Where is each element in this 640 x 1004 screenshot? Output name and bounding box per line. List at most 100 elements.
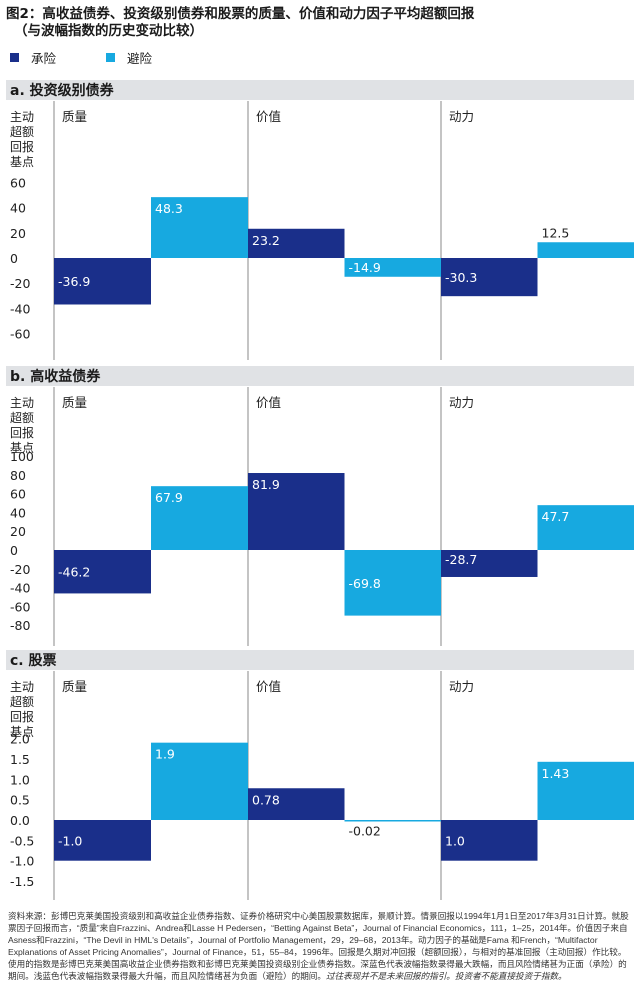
y-tick-label: -0.5 <box>10 833 34 848</box>
data-label: -28.7 <box>445 552 477 567</box>
ig-bar-risk-off <box>151 197 248 258</box>
y-tick-label: -60 <box>10 599 30 614</box>
y-tick-label: 2.0 <box>10 732 30 747</box>
data-label: 0.78 <box>252 792 280 807</box>
data-label: 1.43 <box>542 766 570 781</box>
y-axis-label: 超额 <box>10 124 34 139</box>
y-tick-label: 100 <box>10 449 34 464</box>
y-tick-label: 20 <box>10 524 26 539</box>
y-tick-label: -60 <box>10 327 30 342</box>
data-label: -36.9 <box>58 274 90 289</box>
y-tick-label: 1.5 <box>10 752 30 767</box>
y-tick-label: -40 <box>10 301 30 316</box>
data-label: 48.3 <box>155 201 183 216</box>
y-axis-label: 回报 <box>10 425 34 440</box>
y-tick-label: -80 <box>10 618 30 633</box>
panel-title: b. 高收益债券 <box>10 368 101 385</box>
footnote-text: 资料来源：彭博巴克莱美国投资级别和高收益企业债券指数、证券价格研究中心美国股票数… <box>8 911 629 981</box>
eq-bar-risk-on <box>248 788 345 820</box>
group-label: 动力 <box>449 109 474 124</box>
group-label: 价值 <box>256 395 281 410</box>
panel-title: c. 股票 <box>10 653 57 669</box>
y-tick-label: 0 <box>10 543 18 558</box>
legend-label-risk-off: 避险 <box>127 51 153 66</box>
y-tick-label: 80 <box>10 468 26 483</box>
eq-bar-risk-on <box>441 820 538 861</box>
hy-bar-risk-off <box>151 486 248 550</box>
y-tick-label: 1.0 <box>10 772 30 787</box>
y-axis-label: 主动 <box>10 680 34 694</box>
panel-investment-grade: a. 投资级别债券 主动 超额 回报 基点 60 40 20 0 -20 -40 -60 质量 价值 动力 -… <box>0 78 640 360</box>
hy-bar-risk-on <box>54 550 151 594</box>
y-axis-label: 超额 <box>10 694 34 709</box>
hy-bar-risk-on <box>248 473 345 550</box>
y-tick-label: -40 <box>10 581 30 596</box>
eq-bar-risk-off <box>344 820 441 822</box>
data-label: 1.9 <box>155 747 175 762</box>
legend: 承险 避险 <box>10 48 202 67</box>
data-label: -0.02 <box>349 824 381 839</box>
group-label: 质量 <box>62 395 87 410</box>
footnote: 资料来源：彭博巴克莱美国投资级别和高收益企业债券指数、证券价格研究中心美国股票数… <box>8 910 634 982</box>
figure-header: 图2：高收益债券、投资级别债券和股票的质量、价值和动力因子平均超额回报 （与波幅… <box>0 0 640 78</box>
panel-high-yield: b. 高收益债券 主动 超额 回报 基点 100 80 60 40 20 0 -20 -40 -60 -80… <box>0 364 640 646</box>
legend-swatch-risk-on <box>10 53 19 62</box>
y-tick-label: 0 <box>10 251 18 266</box>
hy-bar-risk-on <box>441 550 538 577</box>
data-label: -46.2 <box>58 565 90 580</box>
data-label: 47.7 <box>542 509 570 524</box>
ig-bar-risk-on <box>54 258 151 305</box>
y-axis-label: 基点 <box>10 725 34 739</box>
data-label: -30.3 <box>445 270 477 285</box>
y-tick-label: 60 <box>10 487 26 502</box>
group-label: 动力 <box>449 679 474 694</box>
group-label: 质量 <box>62 109 87 124</box>
y-axis-label: 基点 <box>10 155 34 169</box>
group-label: 质量 <box>62 679 87 694</box>
group-label: 动力 <box>449 395 474 410</box>
data-label: 67.9 <box>155 490 183 505</box>
panel-title: a. 投资级别债券 <box>10 82 115 99</box>
y-axis-label: 回报 <box>10 139 34 154</box>
legend-swatch-risk-off <box>106 53 116 62</box>
panel-header-bg <box>6 650 634 670</box>
data-label: 1.0 <box>445 833 465 848</box>
figure-title: 图2：高收益债券、投资级别债券和股票的质量、价值和动力因子平均超额回报 <box>6 6 475 22</box>
y-tick-label: 0.0 <box>10 813 30 828</box>
panel-equities: c. 股票主动 超额 回报 基点 2.0 1.5 1.0 0.5 0.0 -0.5 -1.0 -1.5… <box>0 648 640 900</box>
group-label: 价值 <box>256 679 281 694</box>
data-label: 81.9 <box>252 477 280 492</box>
y-axis-label: 基点 <box>10 441 34 455</box>
ig-bar-risk-on <box>441 258 538 297</box>
hy-bar-risk-off <box>344 550 441 616</box>
data-label: 12.5 <box>542 225 570 240</box>
y-tick-label: -20 <box>10 562 30 577</box>
hy-bar-risk-off <box>537 505 634 550</box>
ig-bar-risk-on <box>248 228 345 258</box>
y-axis-label: 回报 <box>10 709 34 724</box>
y-axis-label: 主动 <box>10 110 34 124</box>
y-tick-label: 20 <box>10 226 26 241</box>
y-axis-label: 超额 <box>10 410 34 425</box>
data-label: 23.2 <box>252 233 280 248</box>
data-label: -69.8 <box>349 576 381 591</box>
y-tick-label: 60 <box>10 175 26 190</box>
y-tick-label: 40 <box>10 505 26 520</box>
y-tick-label: -20 <box>10 276 30 291</box>
y-tick-label: -1.0 <box>10 854 34 869</box>
eq-bar-risk-off <box>537 761 634 820</box>
panel-header-bg <box>6 80 634 100</box>
data-label: -1.0 <box>58 833 82 848</box>
eq-bar-risk-on <box>54 820 151 861</box>
footnote-disclaimer: 过往表现并不是未来回报的指引。投资者不能直接投资于指数。 <box>325 971 567 981</box>
y-axis-label: 主动 <box>10 396 34 410</box>
y-tick-label: -1.5 <box>10 874 34 889</box>
panel-header-bg <box>6 366 634 386</box>
y-tick-label: 40 <box>10 201 26 216</box>
ig-bar-risk-off <box>537 242 634 258</box>
y-tick-label: 0.5 <box>10 793 30 808</box>
group-label: 价值 <box>256 109 281 124</box>
